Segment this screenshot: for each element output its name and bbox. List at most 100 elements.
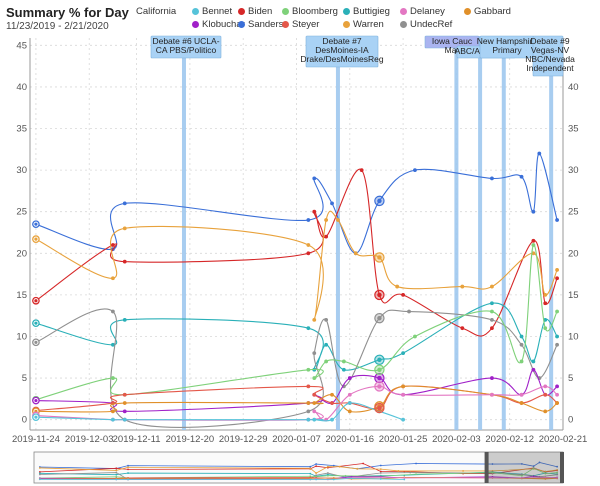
data-point bbox=[347, 392, 352, 397]
navigator-point bbox=[127, 472, 129, 474]
data-point bbox=[537, 151, 542, 156]
data-point bbox=[531, 209, 536, 214]
event-label-text: Primary bbox=[492, 45, 522, 55]
navigator-point bbox=[362, 462, 365, 465]
data-point bbox=[555, 218, 559, 222]
data-point bbox=[122, 201, 127, 206]
navigator-point bbox=[326, 465, 329, 468]
legend-marker bbox=[343, 8, 350, 15]
highlight-marker-center bbox=[377, 315, 382, 321]
navigator-point bbox=[491, 476, 494, 479]
series-buttigieg bbox=[32, 301, 559, 372]
legend-marker bbox=[400, 8, 407, 15]
data-point bbox=[531, 238, 536, 243]
data-point bbox=[306, 384, 311, 389]
data-point bbox=[312, 417, 317, 422]
data-point bbox=[401, 292, 406, 297]
data-point bbox=[324, 359, 329, 364]
data-point bbox=[111, 417, 115, 422]
data-point bbox=[460, 326, 465, 331]
event-label-box bbox=[532, 35, 564, 77]
data-point bbox=[555, 342, 559, 347]
navigator-point bbox=[556, 471, 559, 474]
data-point bbox=[460, 284, 465, 289]
data-point bbox=[490, 176, 494, 181]
highlighted-points bbox=[374, 195, 385, 414]
data-point bbox=[490, 309, 494, 314]
y-tick-label-right: 20 bbox=[568, 248, 579, 259]
y-tick-label-right: 5 bbox=[568, 373, 573, 384]
highlight-marker-center bbox=[377, 292, 382, 298]
legend-title: California bbox=[136, 6, 177, 17]
data-point bbox=[347, 401, 352, 405]
legend-item-biden[interactable]: Biden bbox=[238, 6, 272, 17]
data-point bbox=[306, 417, 311, 422]
series-warren bbox=[32, 210, 559, 322]
x-tick-label: 2020-02-12 bbox=[485, 434, 534, 445]
legend-label: Steyer bbox=[292, 19, 320, 30]
data-point-center bbox=[34, 321, 38, 325]
data-point bbox=[122, 259, 127, 264]
data-point bbox=[341, 367, 346, 372]
event-label-text: NBC/Nevada bbox=[525, 54, 575, 64]
data-point bbox=[122, 417, 127, 422]
data-point bbox=[555, 384, 559, 389]
navigator-point bbox=[403, 478, 406, 481]
legend-marker bbox=[192, 8, 199, 15]
navigator-handle-left[interactable] bbox=[484, 452, 489, 483]
navigator-point bbox=[532, 467, 535, 470]
x-tick-label: 2019-12-20 bbox=[166, 434, 215, 445]
legend-item-bennet[interactable]: Bennet bbox=[192, 6, 232, 17]
navigator-point bbox=[350, 477, 353, 480]
legend-item-buttigieg[interactable]: Buttigieg bbox=[343, 6, 390, 17]
data-point bbox=[519, 392, 524, 397]
data-point bbox=[413, 334, 417, 339]
x-tick-label: 2019-11-24 bbox=[12, 434, 60, 445]
navigator-point bbox=[315, 478, 318, 481]
navigator-selection[interactable] bbox=[486, 452, 563, 483]
navigator-point bbox=[115, 478, 118, 481]
navigator-handle-right[interactable] bbox=[560, 452, 564, 483]
x-tick-label: 2020-01-25 bbox=[379, 434, 428, 445]
legend-item-bloomberg[interactable]: Bloomberg bbox=[282, 6, 338, 17]
event-label-box bbox=[305, 35, 379, 68]
highlight-marker-center bbox=[377, 198, 382, 204]
data-point bbox=[401, 392, 406, 397]
navigator-point bbox=[315, 465, 318, 468]
y-tick-label-right: 35 bbox=[568, 124, 579, 135]
data-point bbox=[111, 243, 115, 247]
data-point bbox=[324, 218, 329, 222]
data-point bbox=[555, 309, 559, 314]
legend-item-delaney[interactable]: Delaney bbox=[400, 6, 445, 17]
navigator-point bbox=[332, 478, 335, 481]
legend-item-klobuchar[interactable]: Klobuchar bbox=[192, 19, 245, 30]
navigator-point bbox=[127, 468, 129, 471]
series-line-warren bbox=[35, 210, 558, 321]
legend-label: UndecRef bbox=[410, 19, 453, 30]
data-point bbox=[122, 392, 127, 397]
navigator-point bbox=[556, 473, 559, 476]
data-point bbox=[306, 326, 311, 331]
legend-label: Buttigieg bbox=[353, 6, 390, 17]
navigator-point bbox=[326, 474, 329, 477]
data-point bbox=[543, 392, 548, 397]
legend-label: Delaney bbox=[410, 6, 445, 17]
data-point bbox=[312, 401, 317, 405]
navigator-point bbox=[397, 470, 400, 472]
highlight-marker-center bbox=[377, 375, 382, 381]
legend-item-steyer[interactable]: Steyer bbox=[282, 19, 319, 30]
legend-item-undecref[interactable]: UndecRef bbox=[400, 19, 452, 30]
legend-item-gabbard[interactable]: Gabbard bbox=[464, 6, 511, 17]
legend-marker bbox=[238, 8, 245, 15]
navigator-point bbox=[379, 464, 382, 467]
navigator-point bbox=[379, 468, 382, 470]
data-point bbox=[519, 359, 524, 364]
highlight-marker-center bbox=[377, 357, 382, 362]
event-label-box bbox=[424, 35, 480, 49]
navigator-point bbox=[38, 467, 41, 469]
data-point-center bbox=[34, 222, 38, 226]
legend-item-warren[interactable]: Warren bbox=[343, 19, 384, 30]
legend-item-sanders[interactable]: Sanders bbox=[238, 19, 283, 30]
navigator-point bbox=[491, 463, 494, 465]
